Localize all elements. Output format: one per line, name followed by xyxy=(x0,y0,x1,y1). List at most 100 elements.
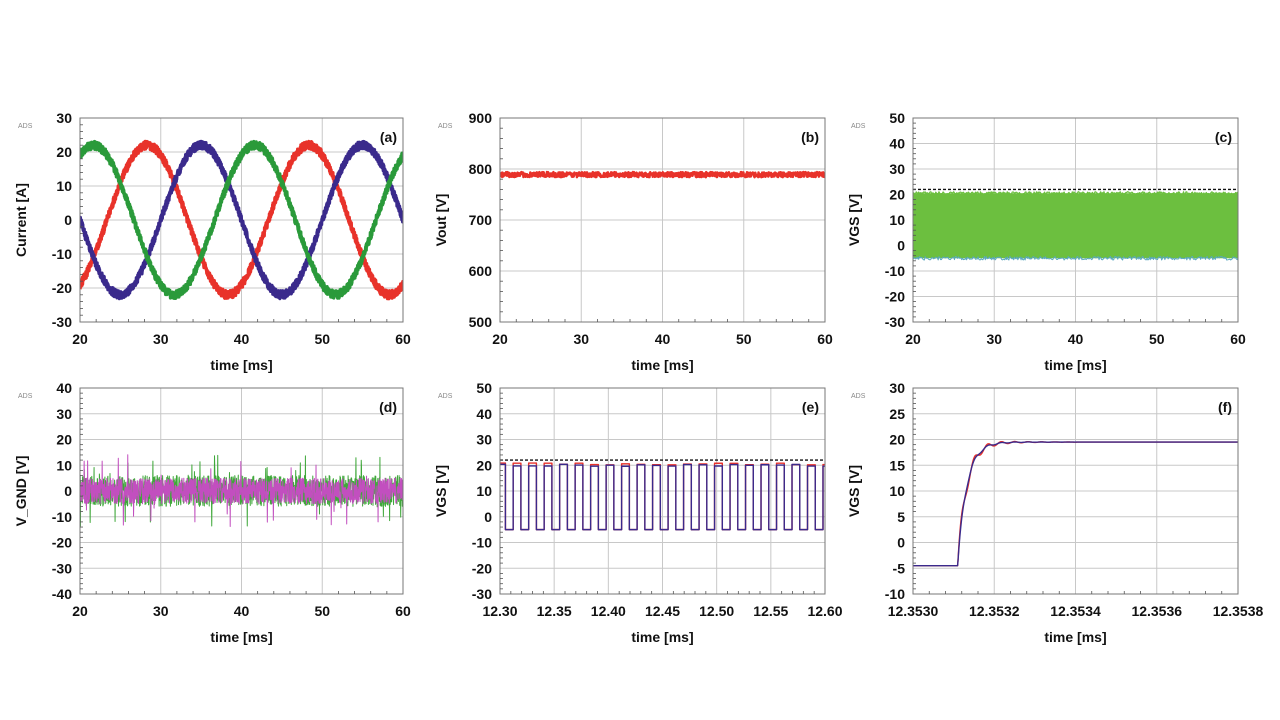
panel-d-series-group xyxy=(80,454,403,527)
panel-e-ytick-label: 50 xyxy=(476,380,492,396)
panel-f-series-group xyxy=(913,440,1238,567)
panel-a-xtick-label: 60 xyxy=(395,331,411,347)
panel-c-watermark: ADS xyxy=(851,123,866,130)
panel-b-ytick-label: 600 xyxy=(469,263,493,279)
panel-e-xtick-label: 12.35 xyxy=(537,603,572,619)
panel-a-frame xyxy=(79,117,404,323)
panel-f-xlabel: time [ms] xyxy=(1044,629,1106,645)
panel-d-xtick-label: 20 xyxy=(72,603,88,619)
panel-d-xlabel: time [ms] xyxy=(210,629,272,645)
panel-e-xtick-label: 12.60 xyxy=(807,603,842,619)
panel-f-xtick-label: 12.3530 xyxy=(888,603,939,619)
panel-d-ytick-label: 40 xyxy=(56,380,72,396)
panel-c-ytick-label: 20 xyxy=(889,187,905,203)
panel-d-panel-label: (d) xyxy=(379,399,397,415)
panel-c-ytick-label: 30 xyxy=(889,161,905,177)
panel-a-xtick-label: 50 xyxy=(314,331,330,347)
panel-c-series-group xyxy=(913,188,1238,261)
panel-a-series-2 xyxy=(80,139,403,301)
panel-c-ylabel: VGS [V] xyxy=(846,194,862,246)
panel-d-xtick-label: 30 xyxy=(153,603,169,619)
panel-f-ytick-label: 15 xyxy=(889,457,905,473)
panel-c-ytick-label: 40 xyxy=(889,136,905,152)
panel-f-ytick-label: 30 xyxy=(889,380,905,396)
panel-a-ytick-label: 30 xyxy=(56,110,72,126)
panel-d-ytick-label: -20 xyxy=(52,535,72,551)
panel-c-series-band xyxy=(913,193,1238,259)
panel-c: -30 -20 -10 0 10 20 30 40 50 20 30 40 50 60 time [ms] V… xyxy=(846,110,1246,373)
panel-c-xtick-label: 60 xyxy=(1230,331,1246,347)
panel-d-ytick-label: 20 xyxy=(56,432,72,448)
panel-c-xtick-label: 50 xyxy=(1149,331,1165,347)
panel-f-ylabel: VGS [V] xyxy=(846,465,862,517)
panel-a-xlabel: time [ms] xyxy=(210,357,272,373)
panel-f-frame xyxy=(912,387,1239,595)
panel-a-watermark: ADS xyxy=(18,123,33,130)
panel-a-ytick-label: -10 xyxy=(52,246,72,262)
panel-a-ytick-label: 0 xyxy=(64,212,72,228)
panel-b-ylabel: Vout [V] xyxy=(433,194,449,247)
panel-c-xlabel: time [ms] xyxy=(1044,357,1106,373)
panel-e-series-2 xyxy=(500,463,825,531)
panel-c-xtick-label: 20 xyxy=(905,331,921,347)
panel-e-ylabel: VGS [V] xyxy=(433,465,449,517)
panel-a-xtick-label: 20 xyxy=(72,331,88,347)
panel-b-frame xyxy=(499,117,826,323)
panel-d-ytick-label: -30 xyxy=(52,560,72,576)
panel-b-xtick-label: 30 xyxy=(573,331,589,347)
panel-f-panel-label: (f) xyxy=(1218,399,1232,415)
panel-e-ytick-label: 20 xyxy=(476,457,492,473)
panel-a: -30 -20 -10 0 10 20 30 20 30 40 50 60 time [ms] Curre… xyxy=(13,110,411,373)
panel-f-xtick-label: 12.3536 xyxy=(1131,603,1182,619)
panel-e-panel-label: (e) xyxy=(802,399,819,415)
panel-a-ytick-label: -30 xyxy=(52,314,72,330)
panel-e-xtick-label: 12.50 xyxy=(699,603,734,619)
panel-c-series-bottom-edge xyxy=(913,255,1238,261)
panel-e-xtick-label: 12.40 xyxy=(591,603,626,619)
panel-e-xlabel: time [ms] xyxy=(631,629,693,645)
panel-b-xtick-label: 20 xyxy=(492,331,508,347)
panel-d-ylabel: V_GND [V] xyxy=(13,456,29,527)
panel-e-ytick-label: 40 xyxy=(476,406,492,422)
panel-c-frame xyxy=(912,117,1239,323)
panel-e-xtick-label: 12.55 xyxy=(753,603,788,619)
panel-b-xtick-label: 60 xyxy=(817,331,833,347)
panel-a-xtick-label: 30 xyxy=(153,331,169,347)
panel-c-panel-label: (c) xyxy=(1215,129,1232,145)
panel-b-ytick-label: 900 xyxy=(469,110,493,126)
panel-a-panel-label: (a) xyxy=(380,129,397,145)
panel-a-ytick-label: -20 xyxy=(52,280,72,296)
panel-f-ytick-label: 0 xyxy=(897,535,905,551)
panel-e-series-group xyxy=(500,459,825,531)
panel-b-watermark: ADS xyxy=(438,123,453,130)
panel-d-ytick-label: 0 xyxy=(64,483,72,499)
panel-f-xtick-label: 12.3534 xyxy=(1050,603,1101,619)
panel-a-series-1 xyxy=(80,139,403,301)
panel-e-frame xyxy=(499,387,826,595)
panel-d-series-2 xyxy=(80,454,403,527)
panel-d-frame xyxy=(79,387,404,595)
panel-d: -40 -30 -20 -10 0 10 20 30 40 20 30 40 50 60 time [ms]… xyxy=(13,380,411,645)
panel-c-ytick-label: 50 xyxy=(889,110,905,126)
panel-d-ytick-label: -10 xyxy=(52,509,72,525)
panel-d-ytick-label: 10 xyxy=(56,457,72,473)
panel-c-xtick-label: 30 xyxy=(986,331,1002,347)
panel-d-xtick-label: 60 xyxy=(395,603,411,619)
panel-e-ytick-label: -10 xyxy=(472,535,492,551)
panel-b-series-group xyxy=(500,170,825,179)
panel-f-series-2 xyxy=(913,441,1238,567)
panel-e-ytick-label: 0 xyxy=(484,509,492,525)
panel-d-xtick-label: 40 xyxy=(234,603,250,619)
panel-b: 500 600 700 800 900 20 30 40 50 60 time [ms] Vout [… xyxy=(433,110,833,373)
panel-c-series-top-edge xyxy=(913,191,1238,196)
panel-e-xtick-label: 12.45 xyxy=(645,603,680,619)
panel-f: -10 -5 0 5 10 15 20 25 30 12.3530 12.3532 12.3534 12… xyxy=(846,380,1264,645)
panel-f-ytick-label: -10 xyxy=(885,586,905,602)
panel-f-ytick-label: 25 xyxy=(889,406,905,422)
panel-a-ylabel: Current [A] xyxy=(13,183,29,257)
panel-e-ytick-label: -30 xyxy=(472,586,492,602)
panel-f-watermark: ADS xyxy=(851,393,866,400)
panel-b-series-1 xyxy=(500,170,825,179)
